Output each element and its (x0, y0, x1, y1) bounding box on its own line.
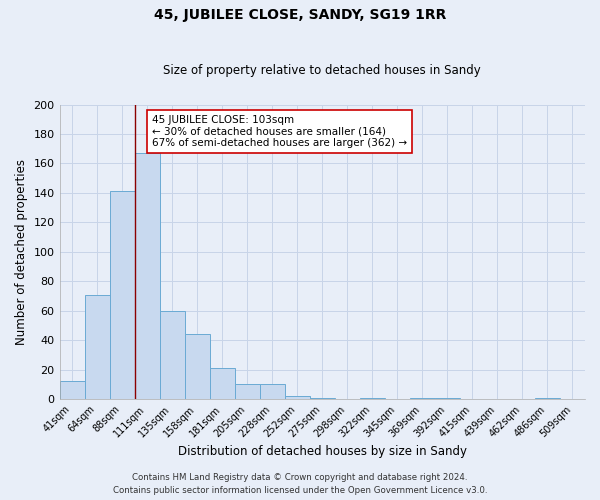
Bar (360, 398, 385, 399)
Text: 45, JUBILEE CLOSE, SANDY, SG19 1RR: 45, JUBILEE CLOSE, SANDY, SG19 1RR (154, 8, 446, 22)
X-axis label: Distribution of detached houses by size in Sandy: Distribution of detached houses by size … (178, 444, 467, 458)
Bar (435, 398, 460, 399)
Y-axis label: Number of detached properties: Number of detached properties (15, 159, 28, 345)
Bar (160, 310, 185, 399)
Bar (235, 384, 260, 399)
Bar (260, 384, 285, 399)
Bar (85, 294, 110, 399)
Bar (59, 382, 85, 399)
Bar (134, 153, 160, 399)
Bar (310, 398, 335, 399)
Title: Size of property relative to detached houses in Sandy: Size of property relative to detached ho… (163, 64, 481, 77)
Bar (110, 192, 134, 399)
Text: Contains HM Land Registry data © Crown copyright and database right 2024.
Contai: Contains HM Land Registry data © Crown c… (113, 474, 487, 495)
Text: 45 JUBILEE CLOSE: 103sqm
← 30% of detached houses are smaller (164)
67% of semi-: 45 JUBILEE CLOSE: 103sqm ← 30% of detach… (152, 115, 407, 148)
Bar (535, 398, 560, 399)
Bar (185, 334, 209, 399)
Bar (410, 398, 435, 399)
Bar (285, 396, 310, 399)
Bar (209, 368, 235, 399)
